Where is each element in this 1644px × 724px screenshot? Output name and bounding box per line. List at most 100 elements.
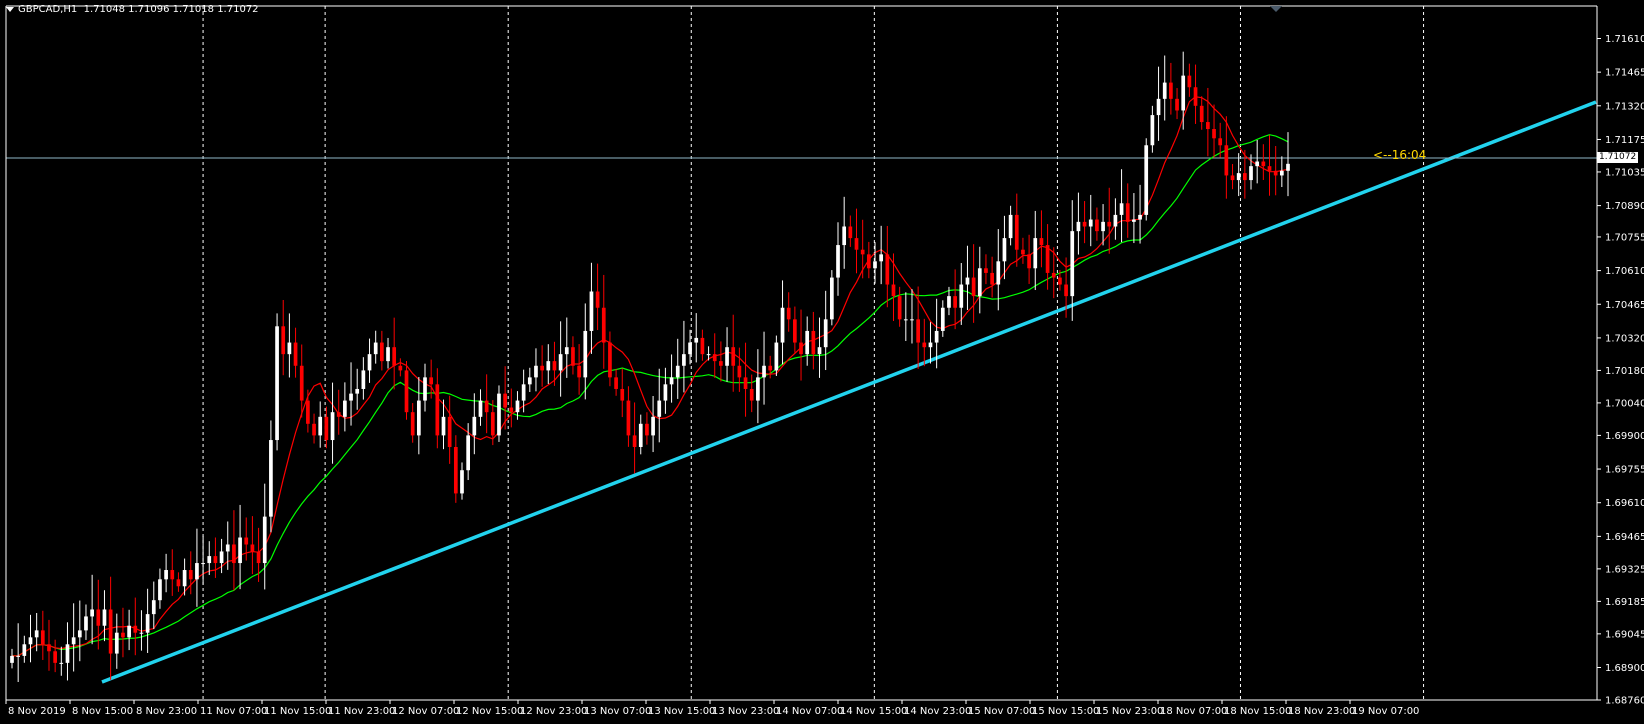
shift-marker-icon[interactable] xyxy=(1270,6,1282,12)
candle-body xyxy=(947,296,951,308)
candle-body xyxy=(1021,249,1025,255)
candle-body xyxy=(996,261,1001,285)
candle-body xyxy=(632,435,637,448)
candle-body xyxy=(990,272,994,285)
y-tick-label: 1.68900 xyxy=(1605,663,1644,674)
symbol-label: GBPCAD,H1 xyxy=(18,4,78,15)
candle-body xyxy=(1187,75,1192,88)
candle-body xyxy=(96,609,101,626)
candle-body xyxy=(928,342,933,348)
candle-body xyxy=(16,655,21,657)
candle-body xyxy=(453,447,458,494)
candle-body xyxy=(558,354,563,371)
candle-body xyxy=(1175,98,1179,111)
x-tick-label: 11 Nov 15:00 xyxy=(264,706,331,717)
candle-body xyxy=(281,326,286,355)
candle-body xyxy=(1230,175,1235,181)
candle-body xyxy=(65,644,70,663)
candle-body xyxy=(343,400,347,417)
candle-body xyxy=(762,365,766,378)
x-tick-label: 13 Nov 23:00 xyxy=(712,706,779,717)
candle-body xyxy=(984,268,988,273)
x-tick-label: 15 Nov 15:00 xyxy=(1032,706,1099,717)
candle-body xyxy=(817,347,822,355)
candle-body xyxy=(1132,219,1136,222)
candle-body xyxy=(355,388,360,394)
candle-body xyxy=(774,342,779,371)
candle-body xyxy=(77,630,82,638)
candle-body xyxy=(429,377,434,385)
candle-body xyxy=(725,347,729,366)
candle-body xyxy=(860,249,865,255)
candle-body xyxy=(1119,203,1124,215)
trendline-group[interactable] xyxy=(101,100,1597,684)
candle-body xyxy=(848,226,853,239)
x-tick-label: 14 Nov 23:00 xyxy=(904,706,971,717)
current-price-tag: 1.71072 xyxy=(1597,152,1639,163)
ma-fast-line xyxy=(12,96,1289,657)
candle-body xyxy=(780,307,785,343)
candle-body xyxy=(749,388,754,401)
candle-body xyxy=(657,400,662,417)
candle-body xyxy=(682,354,686,366)
candle-body xyxy=(1224,145,1229,176)
candle-body xyxy=(1101,221,1105,232)
candle-body xyxy=(959,284,964,308)
trendline[interactable] xyxy=(101,100,1597,684)
candle-body xyxy=(398,365,403,371)
x-tick-labels: 8 Nov 2019 8 Nov 15:00 8 Nov 23:00 11 Nov 0… xyxy=(5,700,1419,717)
candle-body xyxy=(71,637,76,645)
candle-body xyxy=(620,388,625,401)
candle-body xyxy=(614,377,618,389)
candle-body xyxy=(121,632,125,638)
candle-body xyxy=(435,384,440,436)
candle-body xyxy=(885,254,890,285)
candle-body xyxy=(922,342,927,348)
y-tick-label: 1.71035 xyxy=(1605,167,1644,178)
candle-body xyxy=(139,632,144,634)
candle-body xyxy=(1138,214,1142,220)
y-tick-label: 1.70465 xyxy=(1605,300,1644,311)
candle-body xyxy=(40,630,45,645)
candle-body xyxy=(1033,238,1038,269)
candle-body xyxy=(34,630,39,638)
y-tick-label: 1.69900 xyxy=(1605,431,1644,442)
candle-body xyxy=(404,370,409,413)
candle-body xyxy=(497,393,501,436)
x-tick-label: 12 Nov 15:00 xyxy=(456,706,523,717)
candle-body xyxy=(466,435,471,471)
candle-body xyxy=(256,551,261,564)
candle-body xyxy=(805,330,810,355)
bar-countdown: <--16:04 xyxy=(1373,148,1427,162)
candle-body xyxy=(694,337,699,343)
y-tick-label: 1.69185 xyxy=(1605,597,1644,608)
y-tick-label: 1.69325 xyxy=(1605,564,1644,575)
candle-body xyxy=(786,307,791,320)
candle-body xyxy=(1162,82,1167,99)
candle-body xyxy=(1095,219,1099,232)
candle-body xyxy=(601,307,606,343)
x-tick-label: 14 Nov 15:00 xyxy=(840,706,907,717)
y-tick-labels: 1.71610 1.71465 1.71320 1.71175 1.71035 1.708… xyxy=(1597,34,1644,707)
candle-body xyxy=(638,423,643,448)
price-axis[interactable] xyxy=(5,0,1644,724)
candle-body xyxy=(1156,98,1161,116)
y-tick-label: 1.71320 xyxy=(1605,101,1644,112)
candle-body xyxy=(1045,245,1050,273)
candle-body xyxy=(971,277,976,297)
candle-body xyxy=(90,609,94,617)
dropdown-triangle-icon[interactable] xyxy=(6,6,14,12)
candle-body xyxy=(10,655,14,663)
x-tick-label: 8 Nov 23:00 xyxy=(136,706,197,717)
candle-body xyxy=(380,342,384,362)
candle-body xyxy=(1286,163,1290,171)
y-tick-label: 1.71175 xyxy=(1605,135,1644,146)
y-tick-label: 1.70040 xyxy=(1605,398,1644,409)
candle-body xyxy=(669,377,674,385)
candle-body xyxy=(934,330,939,343)
candle-body xyxy=(903,319,908,321)
candle-body xyxy=(1039,238,1044,246)
y-tick-label: 1.70890 xyxy=(1605,201,1644,212)
